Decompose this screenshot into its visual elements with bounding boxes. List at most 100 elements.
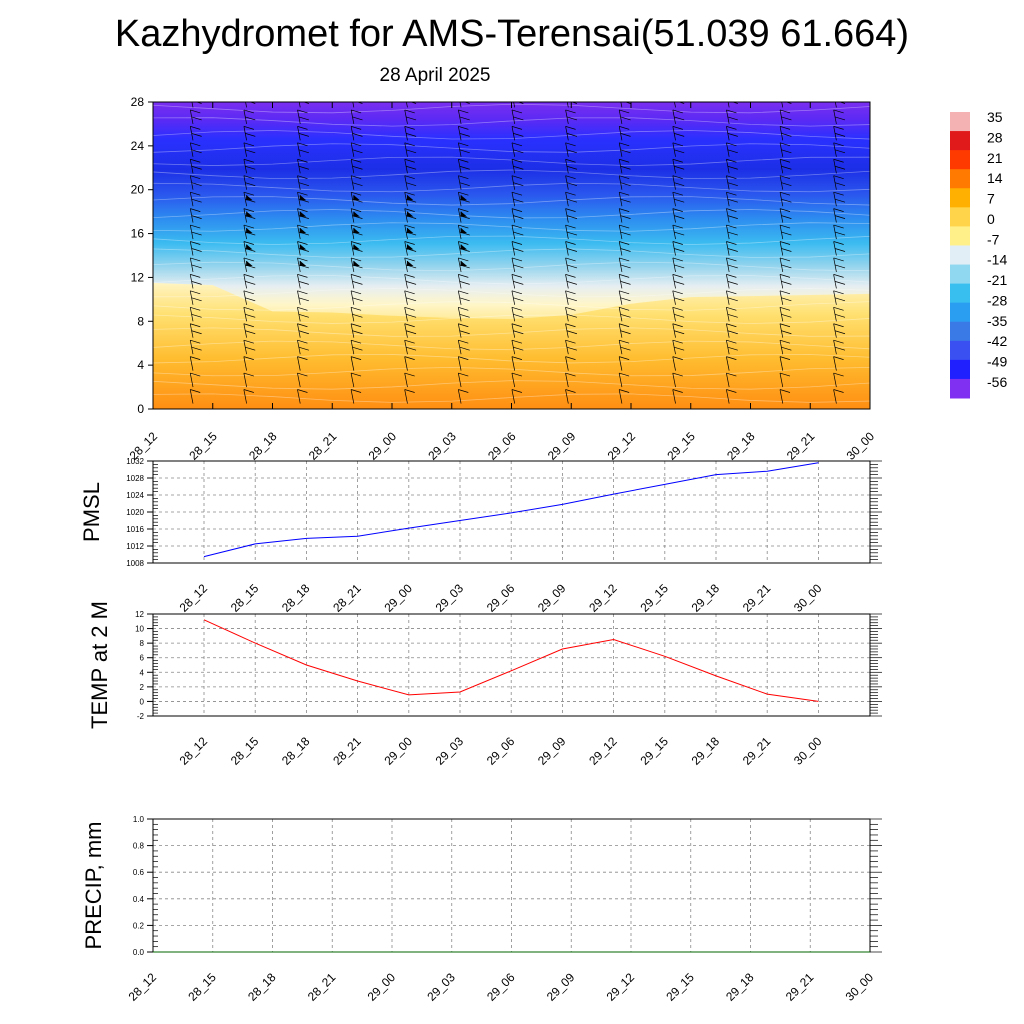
wind-barb (297, 339, 309, 355)
barb-feather (727, 330, 738, 335)
wind-barb (833, 323, 846, 338)
barb-feather (726, 372, 737, 377)
barb-feather (565, 142, 576, 147)
barb-feather (781, 165, 792, 170)
barb-feather (674, 264, 685, 269)
wind-barb (779, 126, 792, 141)
x-tick-label: 28_15 (228, 581, 262, 615)
wind-barb (565, 372, 576, 388)
barb-feather (565, 339, 576, 344)
wind-pennant (461, 244, 468, 250)
wind-barb (243, 323, 256, 338)
barb-feather (190, 274, 201, 278)
colorbar-label: -21 (987, 272, 1007, 288)
barb-feather (570, 102, 578, 104)
barb-feather (350, 372, 362, 377)
y-tick-label: 12 (131, 270, 145, 284)
y-tick-label: -2 (137, 712, 145, 721)
wind-barb (618, 241, 631, 256)
barb-feather (726, 208, 737, 212)
barb-feather (351, 241, 362, 245)
barb-feather (566, 93, 576, 96)
wind-barb (189, 290, 202, 305)
precip-panel: 0.0 0.2 0.4 0.6 0.8 1.0 28_12 28_15 28_18 28_21 29… (81, 815, 882, 1004)
wind-barb (565, 126, 578, 141)
barb-feather (191, 165, 202, 170)
wind-pennant (353, 211, 360, 217)
barb-feather (619, 274, 630, 278)
contour-line (153, 261, 870, 272)
barb-feather (406, 182, 417, 187)
barb-staff (779, 389, 784, 404)
barb-feather (779, 274, 791, 278)
barb-feather (458, 241, 469, 245)
barb-feather (297, 290, 308, 295)
wind-barb (726, 290, 738, 305)
wind-barb (672, 208, 685, 223)
barb-feather (191, 198, 202, 203)
barb-feather (459, 330, 470, 335)
barb-feather (619, 290, 630, 295)
barb-feather (674, 198, 685, 203)
barb-feather (458, 126, 469, 130)
barb-feather (779, 224, 791, 229)
barb-feather (297, 224, 308, 229)
barb-feather (565, 109, 576, 114)
barb-feather (834, 133, 846, 137)
barb-feather (191, 215, 202, 219)
barb-feather (619, 241, 630, 245)
contour-line (153, 314, 870, 324)
wind-pennant (246, 244, 253, 250)
barb-feather (674, 133, 685, 137)
wind-barb (350, 142, 363, 157)
barb-feather (404, 290, 415, 295)
barb-feather (190, 191, 201, 196)
wind-barb (243, 109, 256, 124)
barb-feather (674, 297, 685, 302)
barb-feather (191, 297, 202, 302)
barb-feather (779, 290, 791, 295)
y-tick-label: 16 (131, 227, 145, 241)
barb-feather (356, 102, 363, 104)
barb-feather (834, 231, 846, 236)
contour-line (153, 380, 870, 390)
colorbar-swatch (950, 378, 970, 399)
barb-feather (674, 330, 685, 335)
barb-feather (619, 257, 630, 262)
barb-feather (511, 208, 523, 212)
wind-pennant (461, 195, 468, 201)
wind-barb (779, 224, 792, 240)
wind-barb (297, 306, 309, 322)
barb-feather (834, 198, 846, 203)
barb-feather (513, 116, 524, 121)
x-tick-label: 29_03 (425, 429, 459, 463)
wind-barb (672, 142, 685, 157)
wind-barb (779, 356, 791, 371)
y-tick-label: 0.2 (133, 921, 145, 930)
barb-feather (405, 313, 417, 318)
barb-feather (458, 191, 469, 196)
colorbar-label: 35 (987, 109, 1003, 125)
y-tick-label: 10 (135, 625, 144, 634)
barb-feather (781, 313, 792, 318)
wind-barb (511, 109, 524, 124)
x-tick-label: 28_18 (245, 970, 279, 1004)
contour-line (153, 340, 870, 351)
barb-staff (404, 373, 408, 388)
colorbar-swatch (950, 226, 970, 246)
x-tick-label: 28_12 (177, 734, 211, 768)
barb-feather (833, 126, 844, 130)
wind-barb (297, 356, 308, 371)
barb-feather (513, 281, 524, 285)
barb-feather (245, 165, 256, 170)
contour-line (153, 235, 870, 245)
barb-feather (459, 116, 470, 121)
barb-feather (834, 149, 846, 154)
wind-barb (779, 241, 792, 256)
y-tick-label: 1028 (126, 474, 144, 483)
barb-feather (245, 297, 256, 302)
barb-feather (672, 126, 683, 130)
barb-feather (297, 109, 308, 114)
barb-staff (779, 340, 784, 355)
wind-barb (511, 323, 524, 338)
